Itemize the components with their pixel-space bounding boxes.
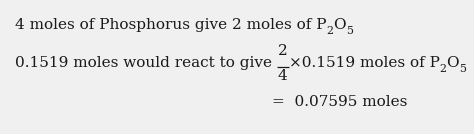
Text: 5: 5 xyxy=(346,26,353,36)
Text: ×0.1519 moles of P: ×0.1519 moles of P xyxy=(289,56,439,70)
Text: 2: 2 xyxy=(278,44,288,58)
Text: O: O xyxy=(334,18,346,32)
Text: 0.1519 moles would react to give: 0.1519 moles would react to give xyxy=(15,56,277,70)
Text: 2: 2 xyxy=(327,26,334,36)
Text: 4: 4 xyxy=(278,69,288,83)
Text: 2: 2 xyxy=(439,64,447,74)
Text: 5: 5 xyxy=(459,64,466,74)
Text: =  0.07595 moles: = 0.07595 moles xyxy=(272,95,407,109)
Text: O: O xyxy=(447,56,459,70)
Text: 4 moles of Phosphorus give 2 moles of P: 4 moles of Phosphorus give 2 moles of P xyxy=(15,18,327,32)
